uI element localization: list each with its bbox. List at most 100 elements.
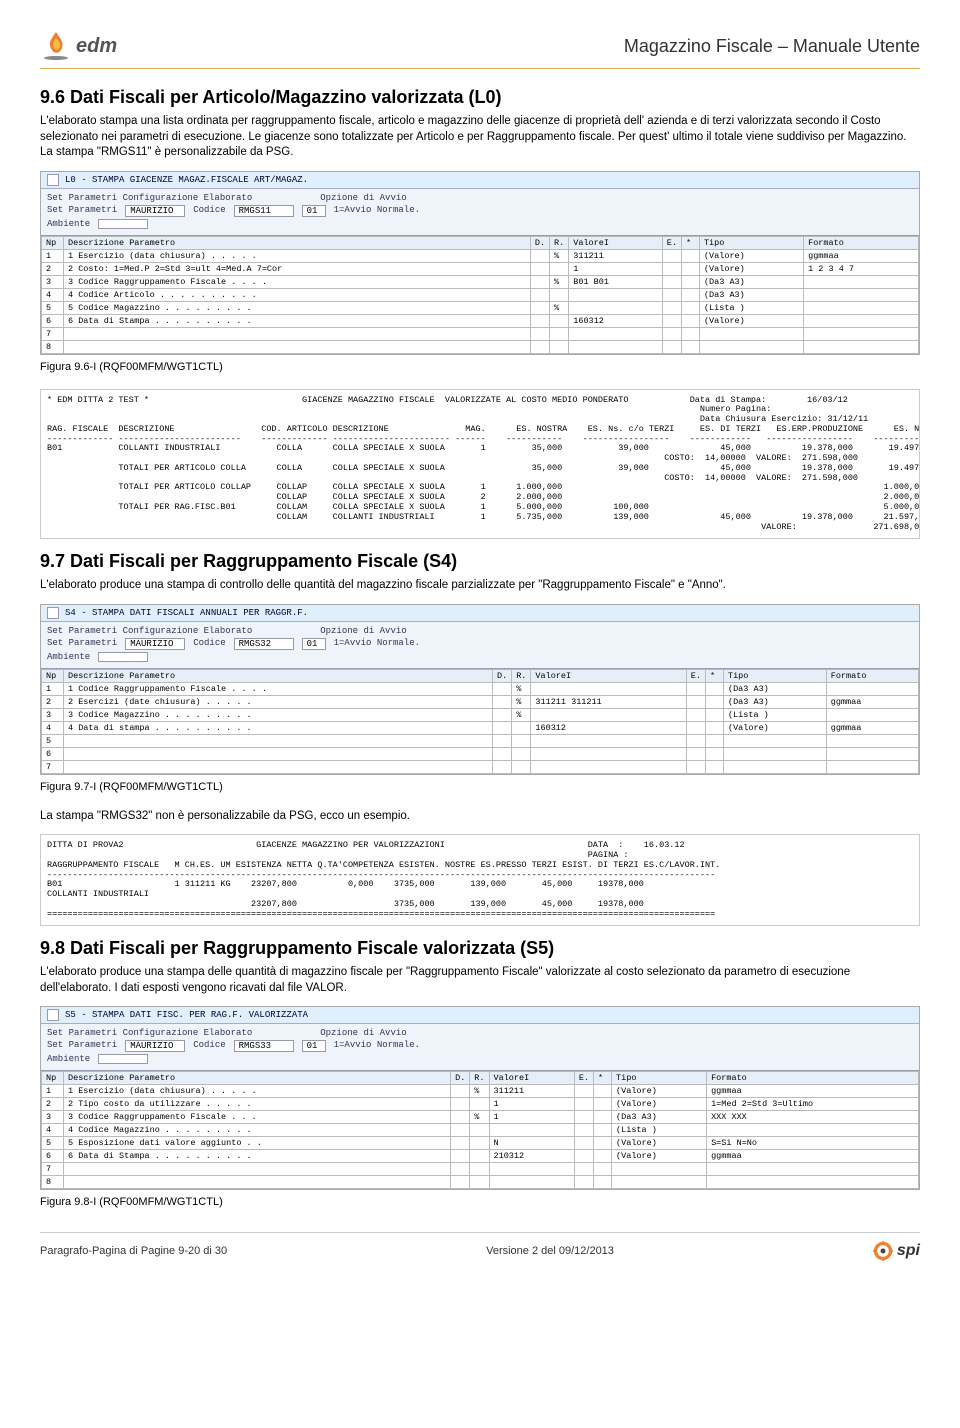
param-user-field[interactable]: MAURIZIO xyxy=(125,638,185,650)
grid-cell: 5 Esposizione dati valore aggiunto . . xyxy=(64,1137,451,1150)
grid-cell xyxy=(489,1124,574,1137)
grid-cell: (Valore) xyxy=(612,1098,707,1111)
table-row: 55 Esposizione dati valore aggiunto . .N… xyxy=(42,1137,919,1150)
grid-cell xyxy=(569,301,663,314)
grid-cell xyxy=(612,1176,707,1189)
grid-cell: (Lista ) xyxy=(699,301,803,314)
param-opt-field[interactable]: 01 xyxy=(302,638,326,650)
param-code-field[interactable]: RMGS32 xyxy=(234,638,294,650)
grid-header: Np xyxy=(42,236,64,249)
grid-header: Tipo xyxy=(699,236,803,249)
grid-cell: (Da3 A3) xyxy=(723,682,826,695)
param-env-field[interactable] xyxy=(98,1054,148,1064)
grid-cell xyxy=(705,695,723,708)
nav-back-icon[interactable] xyxy=(47,607,59,619)
grid-cell xyxy=(530,327,549,340)
grid-cell xyxy=(530,314,549,327)
grid-cell: 8 xyxy=(42,340,64,353)
param-label: Set Parametri xyxy=(47,638,117,650)
nav-back-icon[interactable] xyxy=(47,174,59,186)
param-user-field[interactable]: MAURIZIO xyxy=(125,1040,185,1052)
grid-header: Descrizione Parametro xyxy=(64,236,531,249)
grid-cell: XXX XXX xyxy=(707,1111,919,1124)
param-user-field[interactable]: MAURIZIO xyxy=(125,205,185,217)
grid-cell: 6 xyxy=(42,747,64,760)
grid-cell xyxy=(681,288,699,301)
grid-cell xyxy=(594,1163,612,1176)
grid-cell xyxy=(804,275,919,288)
grid-cell: 8 xyxy=(42,1176,64,1189)
param-label: Codice xyxy=(193,1040,225,1052)
grid-cell: 311211 xyxy=(489,1085,574,1098)
grid-header: * xyxy=(705,669,723,682)
grid-cell xyxy=(531,747,686,760)
footer-right: spi xyxy=(897,1242,920,1260)
grid-cell: 1 2 3 4 7 xyxy=(804,262,919,275)
grid-cell xyxy=(550,327,569,340)
table-row: 66 Data di Stampa . . . . . . . . . .210… xyxy=(42,1150,919,1163)
param-label: Set Parametri xyxy=(47,205,117,217)
param-label: Opzione di Avvio xyxy=(320,626,406,636)
param-label: Opzione di Avvio xyxy=(320,193,406,203)
grid-cell xyxy=(723,747,826,760)
page-header: edm Magazzino Fiscale – Manuale Utente xyxy=(40,30,920,69)
screenshot-9-8: S5 - STAMPA DATI FISC. PER RAG.F. VALORI… xyxy=(40,1006,920,1190)
grid-cell: % xyxy=(550,249,569,262)
param-opt-field[interactable]: 01 xyxy=(302,1040,326,1052)
grid-cell xyxy=(451,1098,470,1111)
param-opt-desc: 1=Avvio Normale. xyxy=(334,638,420,650)
grid-cell xyxy=(699,340,803,353)
spi-logo: spi xyxy=(873,1241,920,1261)
grid-cell: 4 Codice Articolo . . . . . . . . . . xyxy=(64,288,531,301)
grid-cell: 1 xyxy=(42,1085,64,1098)
table-row: 8 xyxy=(42,1176,919,1189)
grid-cell: N xyxy=(489,1137,574,1150)
grid-cell xyxy=(492,747,511,760)
table-row: 7 xyxy=(42,760,919,773)
grid-cell xyxy=(470,1098,489,1111)
grid-cell xyxy=(569,288,663,301)
param-code-field[interactable]: RMGS33 xyxy=(234,1040,294,1052)
grid-cell xyxy=(550,340,569,353)
table-row: 33 Codice Raggruppamento Fiscale . . . .… xyxy=(42,275,919,288)
grid-cell: 6 Data di Stampa . . . . . . . . . . xyxy=(64,1150,451,1163)
nav-back-icon[interactable] xyxy=(47,1009,59,1021)
grid-cell: 7 xyxy=(42,327,64,340)
section-9-8-heading: 9.8 Dati Fiscali per Raggruppamento Fisc… xyxy=(40,938,920,959)
grid-cell xyxy=(723,760,826,773)
param-opt-desc: 1=Avvio Normale. xyxy=(334,205,420,217)
grid-header: D. xyxy=(530,236,549,249)
grid-cell: (Lista ) xyxy=(723,708,826,721)
param-code-field[interactable]: RMGS11 xyxy=(234,205,294,217)
grid-cell xyxy=(470,1150,489,1163)
param-label: Ambiente xyxy=(47,1054,90,1064)
param-env-field[interactable] xyxy=(98,219,148,229)
grid-header: Descrizione Parametro xyxy=(64,1072,451,1085)
grid-header: D. xyxy=(492,669,511,682)
window-titlebar: S5 - STAMPA DATI FISC. PER RAG.F. VALORI… xyxy=(41,1007,919,1024)
grid-header: ValoreI xyxy=(489,1072,574,1085)
grid-cell: 6 Data di Stampa . . . . . . . . . . xyxy=(64,314,531,327)
grid-cell: % xyxy=(470,1085,489,1098)
grid-header: Formato xyxy=(826,669,918,682)
grid-cell xyxy=(681,301,699,314)
param-opt-field[interactable]: 01 xyxy=(302,205,326,217)
param-env-field[interactable] xyxy=(98,652,148,662)
grid-cell xyxy=(451,1111,470,1124)
grid-header: E. xyxy=(662,236,681,249)
grid-cell xyxy=(489,1176,574,1189)
grid-cell xyxy=(826,682,918,695)
grid-cell xyxy=(470,1176,489,1189)
grid-header: D. xyxy=(451,1072,470,1085)
grid-cell xyxy=(699,327,803,340)
grid-cell: (Valore) xyxy=(723,721,826,734)
table-row: 44 Data di stampa . . . . . . . . . .160… xyxy=(42,721,919,734)
param-label: Ambiente xyxy=(47,652,90,662)
grid-cell: 2 xyxy=(42,695,64,708)
grid-cell xyxy=(64,1176,451,1189)
grid-cell xyxy=(707,1163,919,1176)
grid-header: Tipo xyxy=(612,1072,707,1085)
grid-cell: 3 Codice Raggruppamento Fiscale . . . xyxy=(64,1111,451,1124)
grid-cell: 3 xyxy=(42,1111,64,1124)
grid-cell: 4 xyxy=(42,288,64,301)
